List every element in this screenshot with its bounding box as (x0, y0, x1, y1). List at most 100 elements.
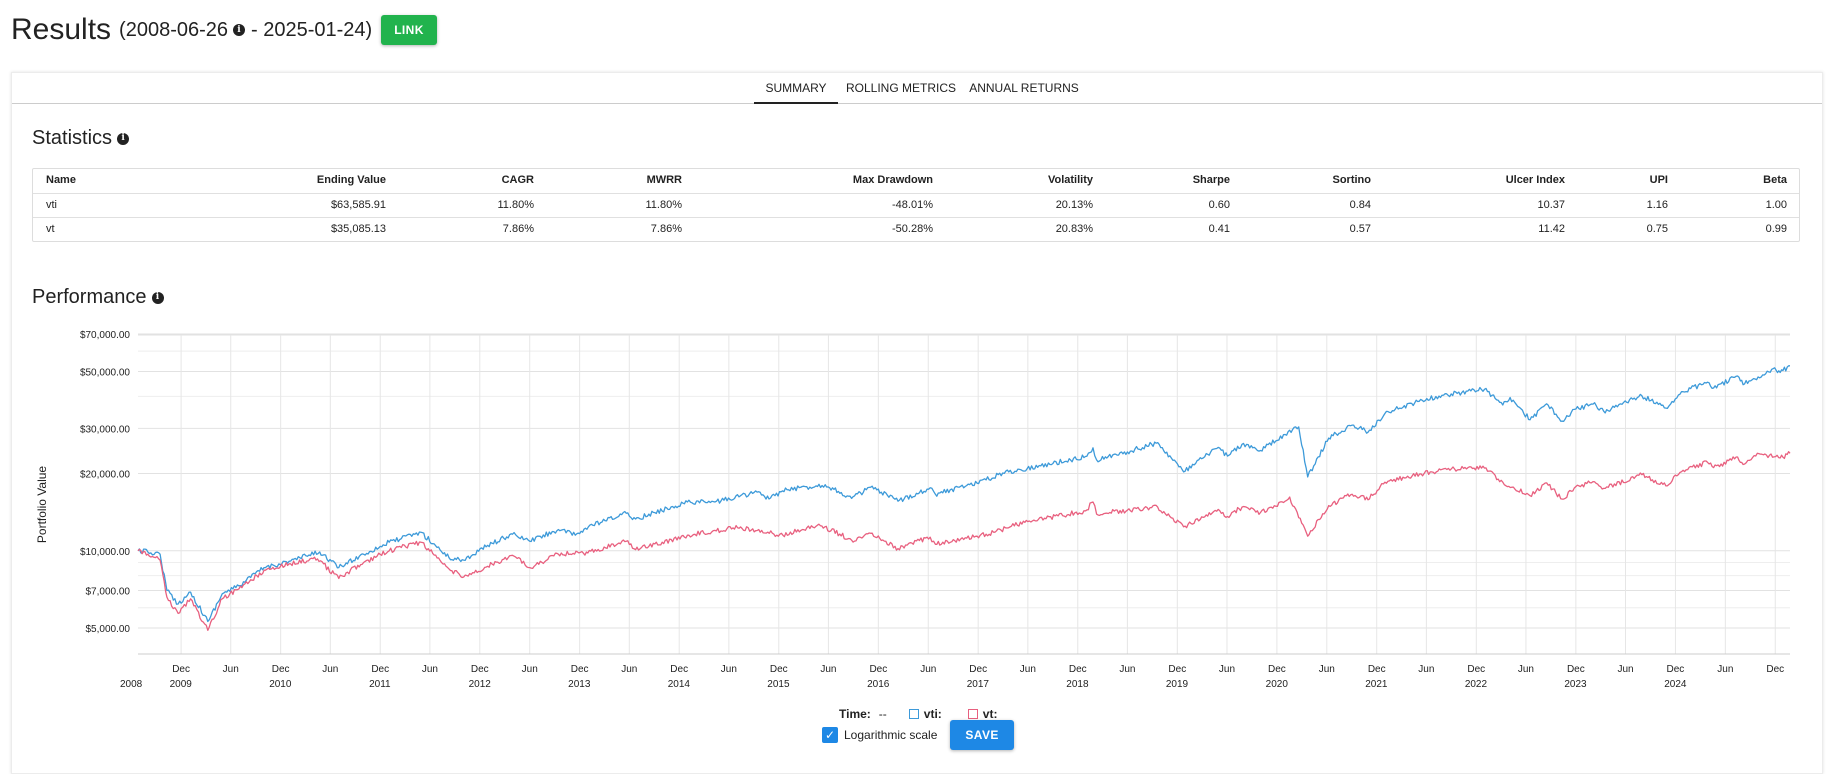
y-axis-label: Portfolio Value (35, 466, 49, 543)
chart-legend: Time: -- vti: vt: (839, 707, 997, 721)
link-button[interactable]: LINK (381, 15, 437, 45)
performance-chart[interactable]: $70,000.00 $50,000.00 $30,000.00 $20,000.00… (0, 280, 1826, 702)
column-header: Beta (1763, 174, 1787, 186)
info-icon[interactable]: i (151, 291, 164, 304)
statistics-table: Name Ending Value CAGR MWRR Max Drawdown… (32, 168, 1800, 242)
log-scale-checkbox[interactable]: ✓ (822, 727, 838, 743)
chart-controls: ✓ Logarithmic scale SAVE (822, 720, 1014, 750)
table-cell: $35,085.13 (330, 223, 386, 235)
x-tick-label: Jun (1717, 664, 1733, 675)
x-tick-year-label: 2017 (967, 679, 990, 690)
column-header: Ulcer Index (1505, 174, 1565, 186)
save-button[interactable]: SAVE (950, 720, 1014, 750)
column-header: Max Drawdown (852, 174, 933, 186)
x-tick-label: Jun (422, 664, 438, 675)
x-tick-label: Dec (969, 664, 987, 675)
x-tick-label: Jun (223, 664, 239, 675)
x-tick-year-label: 2012 (469, 679, 492, 690)
performance-title-text: Performance (32, 286, 147, 308)
x-tick-label: Dec (1368, 664, 1386, 675)
y-tick-label: $30,000.00 (80, 424, 130, 435)
y-tick-label: $5,000.00 (86, 624, 131, 635)
legend-series-vt: vt: (982, 707, 998, 721)
legend-series-vti: vti: (923, 707, 942, 721)
range-start: (2008-06-26 (119, 18, 229, 41)
x-tick-label: Dec (571, 664, 589, 675)
statistics-title-text: Statistics (32, 127, 113, 149)
x-tick-year-label: 2023 (1564, 679, 1587, 690)
table-cell: 11.80% (497, 199, 535, 211)
performance-title: Performance i (32, 286, 164, 309)
table-cell: -50.28% (892, 223, 933, 235)
x-tick-year-label: 2013 (568, 679, 591, 690)
x-tick-year-label: 2022 (1465, 679, 1488, 690)
x-tick-label: Jun (522, 664, 538, 675)
x-tick-label: Dec (471, 664, 489, 675)
table-cell: vt (46, 223, 55, 235)
x-tick-label: Dec (1268, 664, 1286, 675)
x-tick-label: Jun (621, 664, 637, 675)
table-row: vti $63,585.91 11.80% 11.80% -48.01% 20.… (33, 193, 1799, 217)
x-tick-label: Dec (1467, 664, 1485, 675)
legend-swatch-vt (967, 709, 978, 719)
x-tick-year-label: 2015 (767, 679, 790, 690)
x-tick-label: Dec (670, 664, 688, 675)
table-cell: 11.80% (645, 199, 683, 211)
x-tick-label: Dec (1567, 664, 1585, 675)
x-tick-year-label: 2020 (1266, 679, 1289, 690)
table-cell: 7.86% (650, 223, 682, 235)
x-tick-label: Dec (371, 664, 389, 675)
table-cell: 20.83% (1055, 223, 1093, 235)
results-header: Results (2008-06-26 i - 2025-01-24) LINK (11, 10, 437, 50)
x-tick-year-label: 2010 (269, 679, 292, 690)
x-tick-year-label: 2014 (668, 679, 691, 690)
y-tick-label: $70,000.00 (80, 330, 130, 341)
legend-time-value: -- (878, 707, 887, 721)
x-tick-label: Dec (770, 664, 788, 675)
page-title: Results (11, 13, 112, 46)
x-tick-label: Dec (1069, 664, 1087, 675)
column-header: Sharpe (1192, 174, 1230, 186)
x-tick-year-label: 2016 (867, 679, 890, 690)
info-icon[interactable]: i (233, 24, 246, 36)
y-tick-label: $50,000.00 (80, 367, 130, 378)
table-header-row: Name Ending Value CAGR MWRR Max Drawdown… (33, 169, 1799, 192)
tab-rolling-metrics[interactable]: ROLLING METRICS (845, 81, 956, 95)
x-tick-label: Dec (1168, 664, 1186, 675)
date-range: (2008-06-26 i - 2025-01-24) (119, 19, 372, 42)
statistics-title: Statistics i (32, 127, 130, 150)
x-tick-year-label: 2021 (1365, 679, 1388, 690)
column-header: MWRR (646, 174, 682, 186)
x-tick-label: Jun (1020, 664, 1036, 675)
tab-summary[interactable]: SUMMARY (754, 73, 838, 104)
series-line-vti (137, 365, 1790, 623)
x-tick-year-label: 2024 (1664, 679, 1687, 690)
x-tick-label: Jun (1518, 664, 1534, 675)
x-tick-label: Dec (1667, 664, 1685, 675)
tab-annual-returns[interactable]: ANNUAL RETURNS (969, 81, 1079, 95)
table-row: vt $35,085.13 7.86% 7.86% -50.28% 20.83%… (33, 217, 1799, 241)
x-tick-label: Jun (1219, 664, 1235, 675)
column-header: Ending Value (316, 174, 386, 186)
x-tick-label: Dec (272, 664, 290, 675)
table-cell: 0.84 (1349, 199, 1371, 211)
info-icon[interactable]: i (117, 132, 130, 145)
table-cell: $63,585.91 (330, 199, 386, 211)
x-tick-label: Jun (721, 664, 737, 675)
column-header: Name (46, 174, 76, 186)
table-cell: 0.41 (1208, 223, 1230, 235)
table-cell: 1.00 (1765, 199, 1787, 211)
x-tick-year-label: 2018 (1066, 679, 1089, 690)
y-tick-label: $20,000.00 (80, 470, 130, 481)
y-tick-label: $7,000.00 (86, 587, 131, 598)
table-cell: 0.99 (1765, 223, 1787, 235)
column-header: Volatility (1047, 174, 1093, 186)
table-cell: -48.01% (892, 199, 933, 211)
column-header: CAGR (501, 174, 534, 186)
table-cell: 0.75 (1646, 223, 1668, 235)
x-tick-label: Jun (1319, 664, 1335, 675)
x-tick-year-label: 2011 (369, 679, 391, 690)
table-cell: 0.57 (1349, 223, 1371, 235)
legend-time-label: Time: (839, 707, 871, 721)
x-tick-label: Jun (1418, 664, 1434, 675)
